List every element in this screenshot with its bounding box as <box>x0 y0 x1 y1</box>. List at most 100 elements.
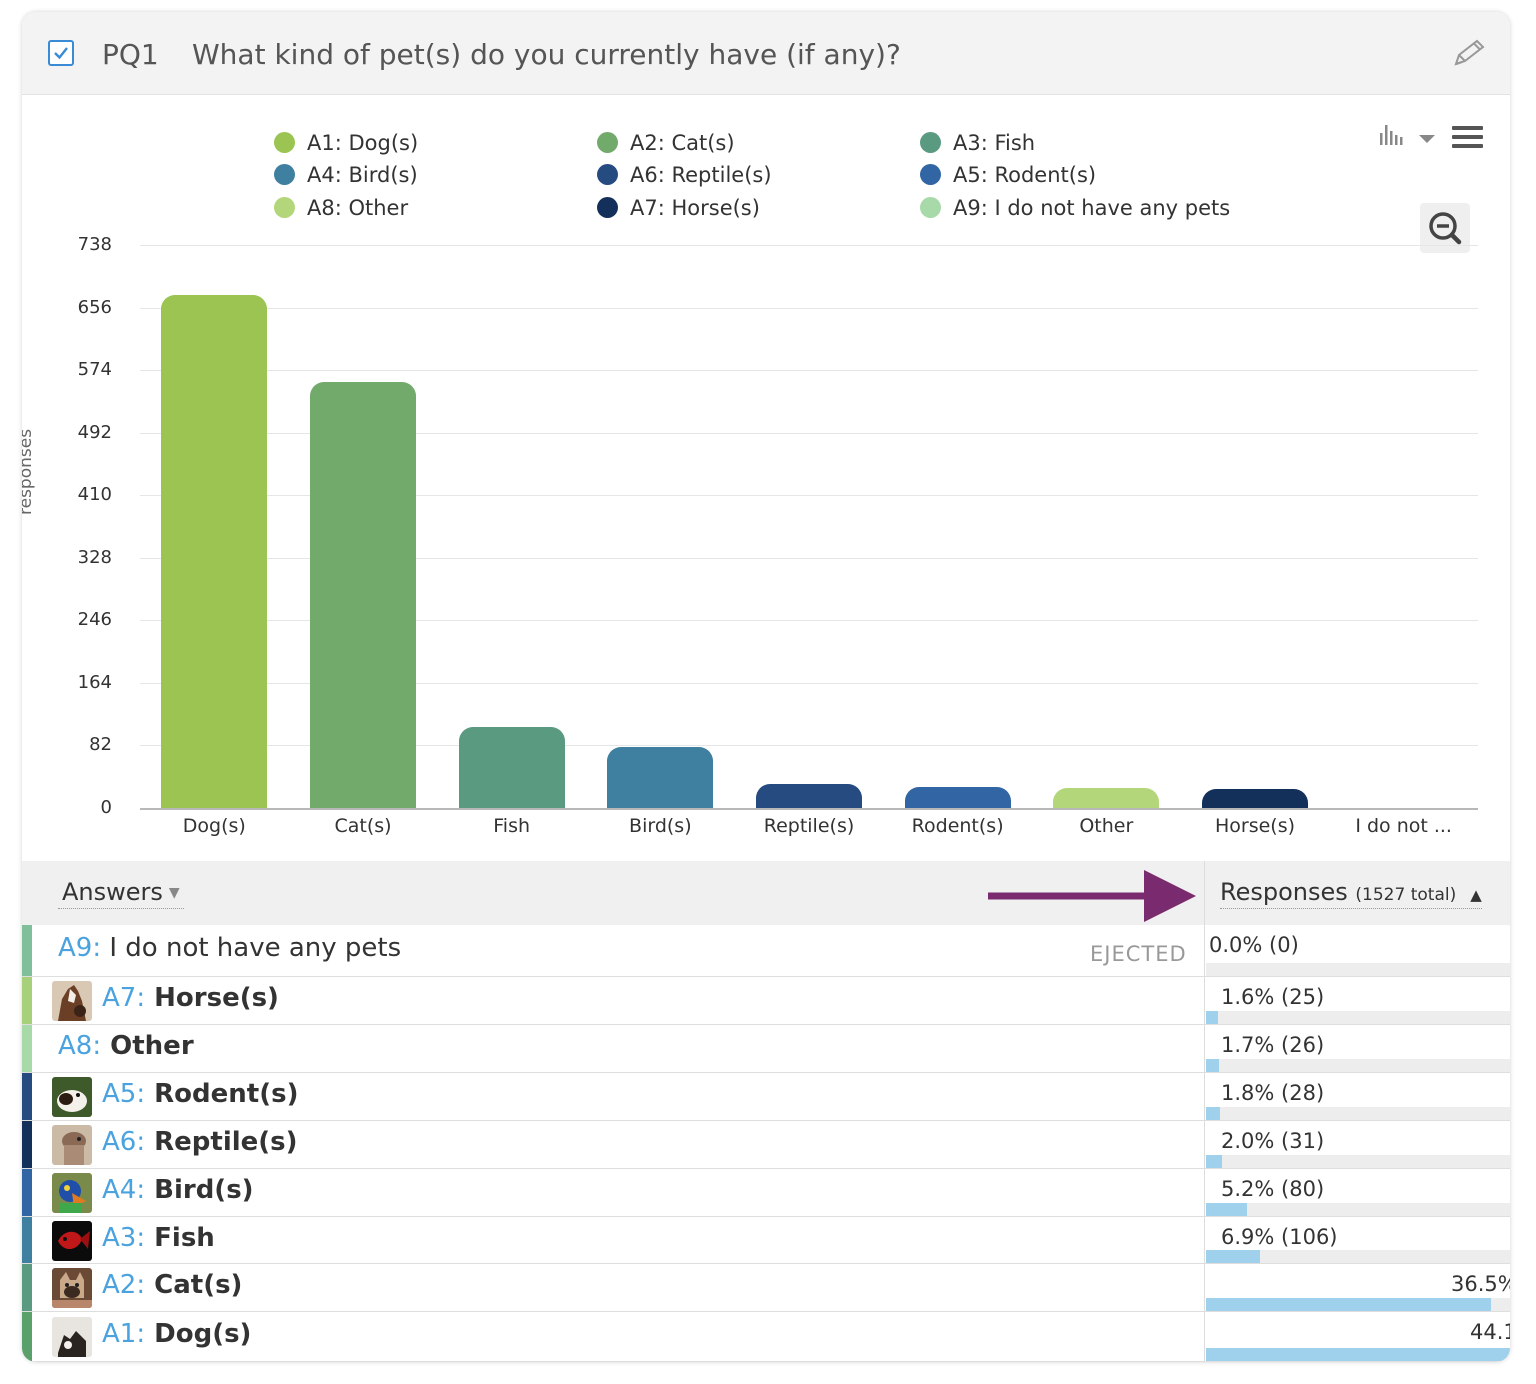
legend-item[interactable]: A8: Other <box>274 196 408 220</box>
row-color-stripe <box>22 1121 32 1168</box>
legend-item[interactable]: A7: Horse(s) <box>597 196 760 220</box>
legend-item[interactable]: A6: Reptile(s) <box>597 163 772 187</box>
response-bar-track <box>1206 1059 1510 1072</box>
bar-fish[interactable] <box>458 727 565 808</box>
response-bar-fill <box>1206 1011 1218 1024</box>
bird-thumbnail <box>52 1173 92 1213</box>
y-tick-label: 328 <box>77 546 112 568</box>
arrow-right-icon <box>988 870 1198 926</box>
gridline <box>140 620 1478 622</box>
x-tick-label: I do not ... <box>1355 815 1452 837</box>
question-header: PQ1 What kind of pet(s) do you currently… <box>22 12 1510 95</box>
legend-label: A5: Rodent(s) <box>953 163 1097 187</box>
answer-label: A7: Horse(s) <box>102 983 279 1013</box>
bar-other[interactable] <box>1053 788 1160 808</box>
ejected-tag: EJECTED <box>1090 942 1187 966</box>
response-bar-track <box>1206 1107 1510 1120</box>
y-tick-label: 738 <box>77 234 112 255</box>
table-row[interactable]: A9: I do not have any pets EJECTED 0.0% (0… <box>22 925 1510 977</box>
legend-dot <box>920 197 941 218</box>
legend-item[interactable]: A3: Fish <box>920 131 1035 155</box>
bar-cats[interactable] <box>310 382 416 808</box>
table-row[interactable]: A7: Horse(s) 1.6% (25) <box>22 977 1510 1025</box>
table-row[interactable]: A4: Bird(s) 5.2% (80) <box>22 1169 1510 1217</box>
legend-item[interactable]: A4: Bird(s) <box>274 163 418 187</box>
y-axis-label: responses <box>22 428 36 515</box>
fish-thumbnail <box>52 1220 92 1261</box>
answer-code: A3: <box>102 1222 146 1253</box>
gridline <box>140 682 1478 684</box>
legend-item[interactable]: A9: I do not have any pets <box>920 196 1230 220</box>
bar-dogs[interactable] <box>161 294 268 808</box>
legend-dot <box>274 132 295 153</box>
cat-thumbnail <box>52 1268 92 1308</box>
question-card: PQ1 What kind of pet(s) do you currently… <box>22 12 1510 1362</box>
row-color-stripe <box>22 925 32 976</box>
row-color-stripe <box>22 1217 32 1263</box>
menu-icon[interactable] <box>1452 125 1484 155</box>
reptile-thumbnail <box>52 1125 92 1165</box>
legend-item[interactable]: A2: Cat(s) <box>597 131 735 155</box>
response-bar-track <box>1206 1011 1510 1024</box>
legend-dot <box>597 164 618 185</box>
gridline <box>140 370 1478 372</box>
bar-horses[interactable] <box>1202 788 1308 808</box>
answer-text: Other <box>101 1031 194 1061</box>
table-header-row <box>22 861 1510 926</box>
legend-item[interactable]: A5: Rodent(s) <box>920 163 1096 187</box>
response-percentage: 2.0% (31) <box>1221 1129 1325 1153</box>
response-bar-track <box>1206 1203 1510 1216</box>
bar-rodents[interactable] <box>904 786 1011 808</box>
answer-code: A8: <box>58 1031 102 1061</box>
answers-header-label: Answers <box>62 878 163 906</box>
response-bar-track <box>1206 1250 1510 1263</box>
answer-text: Dog(s) <box>145 1319 252 1349</box>
legend-item[interactable]: A1: Dog(s) <box>274 131 418 155</box>
response-percentage: 1.7% (26) <box>1221 1033 1325 1057</box>
table-row[interactable]: A1: Dog(s) 44.1% (673) <box>22 1312 1510 1362</box>
gridline <box>140 245 1478 246</box>
table-row[interactable]: A6: Reptile(s) 2.0% (31) <box>22 1121 1510 1169</box>
table-row[interactable]: A5: Rodent(s) 1.8% (28) <box>22 1073 1510 1121</box>
answer-code: A1: <box>102 1319 146 1349</box>
answer-label: A6: Reptile(s) <box>102 1127 298 1157</box>
edit-pencil-icon[interactable] <box>1452 38 1486 72</box>
answers-column-header[interactable]: Answers ▼ <box>58 878 184 909</box>
answer-text: Reptile(s) <box>145 1127 298 1157</box>
chevron-down-icon[interactable] <box>1418 130 1436 149</box>
responses-column-header[interactable]: Responses (1527 total) ▲ <box>1220 878 1482 909</box>
zoom-out-button[interactable] <box>1420 203 1470 253</box>
zoom-out-icon <box>1429 212 1462 245</box>
legend-label: A2: Cat(s) <box>630 131 735 155</box>
question-text: What kind of pet(s) do you currently hav… <box>192 38 901 71</box>
chart-type-icon[interactable] <box>1378 123 1408 151</box>
question-id: PQ1 <box>102 38 159 71</box>
table-row[interactable]: A2: Cat(s) 36.5% (558) <box>22 1264 1510 1312</box>
legend-label: A6: Reptile(s) <box>630 163 772 187</box>
question-checkbox[interactable] <box>48 40 74 66</box>
legend-dot <box>597 132 618 153</box>
y-tick-label: 82 <box>89 734 112 756</box>
table-row[interactable]: A3: Fish 6.9% (106) <box>22 1217 1510 1264</box>
answer-code: A7: <box>102 983 146 1013</box>
x-axis-line <box>140 808 1478 810</box>
table-row[interactable]: A8: Other 1.7% (26) <box>22 1025 1510 1073</box>
answer-label: A1: Dog(s) <box>102 1319 251 1349</box>
x-tick-label: Fish <box>493 815 531 837</box>
answer-label: A8: Other <box>58 1031 194 1061</box>
bar-reptiles[interactable] <box>756 784 862 808</box>
y-tick-label: 246 <box>77 609 112 631</box>
answer-label: A9: I do not have any pets <box>58 933 401 963</box>
answer-text: Bird(s) <box>145 1175 254 1205</box>
row-color-stripe <box>22 1264 32 1311</box>
row-color-stripe <box>22 1169 32 1216</box>
response-bar-fill <box>1206 1348 1510 1361</box>
answer-text: Cat(s) <box>145 1270 243 1300</box>
response-percentage: 5.2% (80) <box>1221 1177 1325 1201</box>
bar-birds[interactable] <box>607 746 714 808</box>
answer-label: A3: Fish <box>102 1223 215 1253</box>
response-bar-fill <box>1206 1059 1219 1072</box>
legend-label: A7: Horse(s) <box>630 196 760 220</box>
response-bar-fill <box>1206 1298 1491 1311</box>
answer-code: A2: <box>102 1270 146 1300</box>
